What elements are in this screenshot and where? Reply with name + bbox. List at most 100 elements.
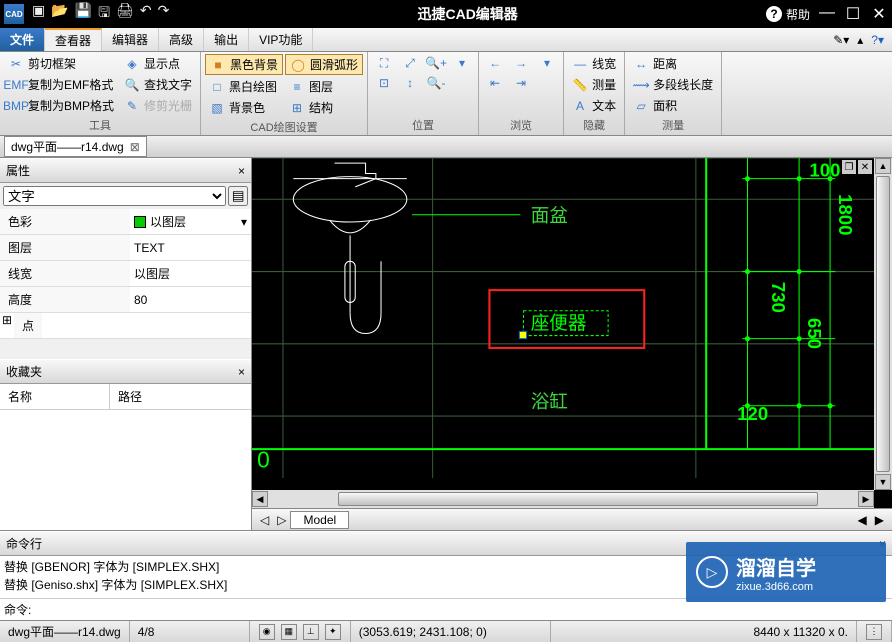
model-scroll-left-icon[interactable]: ◀ (854, 513, 871, 527)
help-button[interactable]: ? 帮助 (766, 6, 810, 23)
menu-bar: 文件 查看器 编辑器 高级 输出 VIP功能 ✎▾ ▴ ?▾ (0, 28, 892, 52)
horizontal-scrollbar[interactable]: ◀▶ (252, 490, 874, 508)
help-icon: ? (766, 6, 782, 22)
black-bg-icon: ■ (210, 57, 226, 73)
find-text-icon: 🔍 (124, 77, 140, 93)
favorites-close-icon[interactable]: × (238, 365, 245, 379)
model-tab[interactable]: Model (290, 511, 349, 529)
ribbon-next[interactable]: → (509, 54, 533, 72)
crop-icon: ✂ (8, 56, 24, 72)
grid-icon[interactable]: ▦ (281, 624, 297, 640)
ribbon-distance[interactable]: ↔距离 (629, 54, 717, 73)
tab-editor[interactable]: 编辑器 (102, 28, 159, 51)
ribbon-crop[interactable]: ✂剪切框架 (4, 54, 118, 73)
bg-color-icon: ▧ (209, 100, 225, 116)
status-menu-icon[interactable]: ⋮ (866, 624, 882, 640)
ribbon-pan[interactable]: ⤢ (398, 54, 422, 72)
ribbon-structure[interactable]: ⊞结构 (285, 98, 363, 117)
tab-file[interactable]: 文件 (0, 28, 45, 51)
vertical-scrollbar[interactable]: ▲▼ (874, 158, 892, 490)
expand-icon[interactable]: ⊞ (0, 313, 14, 338)
first-icon: ⇤ (487, 75, 503, 91)
properties-filter-button[interactable]: ▤ (228, 186, 248, 206)
model-prev-icon[interactable]: ◁ (256, 513, 273, 527)
canvas-area: 面盆 浴缸 座便器 100 1800 730 650 120 0 ❐ ✕ (252, 158, 892, 530)
ribbon-style-icon[interactable]: ✎▾ (833, 33, 849, 47)
tab-advanced[interactable]: 高级 (159, 28, 204, 51)
ribbon-minimize-icon[interactable]: ▴ (857, 33, 863, 47)
qat-new-icon[interactable]: ▣ (32, 2, 45, 26)
structure-icon: ⊞ (289, 100, 305, 116)
prop-row[interactable]: 色彩以图层▾ (0, 209, 251, 235)
qat-print-icon[interactable]: 🖨 (116, 2, 134, 26)
properties-title-bar: 属性 × (0, 158, 251, 183)
ribbon-prev[interactable]: ← (483, 54, 507, 72)
ribbon-help-icon[interactable]: ?▾ (871, 33, 884, 47)
tab-output[interactable]: 输出 (204, 28, 249, 51)
qat-open-icon[interactable]: 📂 (51, 2, 68, 26)
document-tab-label: dwg平面——r14.dwg (11, 138, 124, 155)
ortho-icon[interactable]: ⊥ (303, 624, 319, 640)
qat-saveall-icon[interactable]: 🖫 (98, 2, 110, 26)
ribbon-find-text[interactable]: 🔍查找文字 (120, 75, 196, 94)
ribbon-bw-draw[interactable]: □黑白绘图 (205, 77, 283, 96)
polar-icon[interactable]: ✦ (325, 624, 341, 640)
canvas-close-icon[interactable]: ✕ (858, 160, 872, 174)
svg-text:100: 100 (809, 160, 840, 181)
qat-undo-icon[interactable]: ↶ (140, 2, 152, 26)
navdrop-icon: ▾ (539, 55, 555, 71)
properties-selector[interactable]: 文字 (3, 186, 226, 206)
ribbon-area[interactable]: ▱面积 (629, 96, 717, 115)
ribbon-black-bg[interactable]: ■黑色背景 (205, 54, 283, 75)
favorites-col-path: 路径 (110, 384, 150, 409)
app-logo: CAD (4, 4, 24, 24)
ribbon-extents[interactable]: ⊡ (372, 74, 396, 92)
text-icon: A (572, 98, 588, 114)
maximize-button[interactable]: ☐ (844, 4, 862, 24)
minimize-button[interactable]: — (818, 4, 836, 24)
qat-save-icon[interactable]: 💾 (75, 2, 92, 26)
pan-icon: ⤢ (402, 55, 418, 71)
drawing-canvas[interactable]: 面盆 浴缸 座便器 100 1800 730 650 120 0 ❐ ✕ (252, 158, 892, 508)
prop-row[interactable]: 线宽以图层 (0, 261, 251, 287)
close-button[interactable]: ✕ (870, 4, 888, 24)
left-pane: 属性 × 文字 ▤ 色彩以图层▾图层TEXT线宽以图层高度80⊞点 收藏夹 × … (0, 158, 252, 530)
command-title: 命令行 (6, 535, 42, 552)
ribbon-bg-color[interactable]: ▧背景色 (205, 98, 283, 117)
ribbon-smooth-arc[interactable]: ◯圆滑弧形 (285, 54, 363, 75)
prop-row[interactable]: 高度80 (0, 287, 251, 313)
ribbon-copy-bmp[interactable]: BMP复制为BMP格式 (4, 96, 118, 115)
document-tab[interactable]: dwg平面——r14.dwg ⊠ (4, 136, 147, 157)
prev-icon: ← (487, 55, 503, 71)
ribbon-polyline-len[interactable]: ⟿多段线长度 (629, 75, 717, 94)
ribbon-zoomin[interactable]: 🔍+ (424, 54, 448, 72)
ribbon-last[interactable]: ⇥ (509, 74, 533, 92)
ribbon-zoomdrop[interactable]: ▾ (450, 54, 474, 72)
ribbon-panv[interactable]: ↕ (398, 74, 422, 92)
ribbon-navdrop[interactable]: ▾ (535, 54, 559, 72)
document-tab-close-icon[interactable]: ⊠ (130, 140, 140, 154)
canvas-restore-icon[interactable]: ❐ (842, 160, 856, 174)
watermark-title: 溜溜自学 (736, 552, 816, 581)
ribbon-lineweight[interactable]: —线宽 (568, 54, 620, 73)
prop-row[interactable]: 图层TEXT (0, 235, 251, 261)
ribbon-show-point[interactable]: ◈显示点 (120, 54, 196, 73)
model-scroll-right-icon[interactable]: ▶ (871, 513, 888, 527)
ribbon-zoomout[interactable]: 🔍- (424, 74, 448, 92)
properties-close-icon[interactable]: × (238, 164, 245, 178)
ribbon-text[interactable]: A文本 (568, 96, 620, 115)
command-input[interactable] (35, 602, 888, 617)
ribbon-layers[interactable]: ≡图层 (285, 77, 363, 96)
snap-icon[interactable]: ◉ (259, 624, 275, 640)
model-next-icon[interactable]: ▷ (273, 513, 290, 527)
zoomout-icon: 🔍- (428, 75, 444, 91)
ribbon-copy-emf[interactable]: EMF复制为EMF格式 (4, 75, 118, 94)
tab-viewer[interactable]: 查看器 (45, 28, 102, 51)
lineweight-icon: — (572, 56, 588, 72)
dropdown-icon[interactable]: ▾ (241, 215, 247, 229)
ribbon-first[interactable]: ⇤ (483, 74, 507, 92)
qat-redo-icon[interactable]: ↷ (158, 2, 170, 26)
tab-vip[interactable]: VIP功能 (249, 28, 313, 51)
ribbon-measure[interactable]: 📏测量 (568, 75, 620, 94)
ribbon-fit[interactable]: ⛶ (372, 54, 396, 72)
